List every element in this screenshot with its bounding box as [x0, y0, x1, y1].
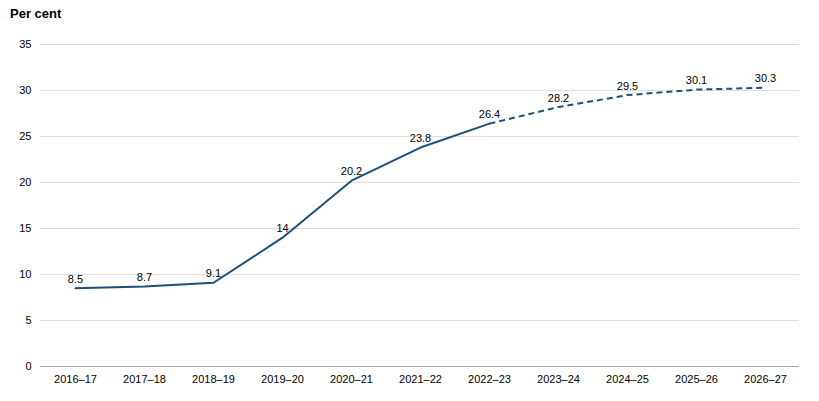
svg-text:2026–27: 2026–27: [744, 373, 787, 385]
svg-text:29.5: 29.5: [617, 80, 638, 92]
svg-text:20.2: 20.2: [341, 165, 362, 177]
svg-text:10: 10: [19, 268, 31, 280]
svg-text:5: 5: [25, 314, 31, 326]
svg-text:2020–21: 2020–21: [330, 373, 373, 385]
svg-text:28.2: 28.2: [548, 92, 569, 104]
svg-text:2016–17: 2016–17: [54, 373, 97, 385]
svg-text:2025–26: 2025–26: [675, 373, 718, 385]
svg-text:2021–22: 2021–22: [399, 373, 442, 385]
svg-text:8.7: 8.7: [137, 271, 152, 283]
svg-text:2018–19: 2018–19: [192, 373, 235, 385]
svg-text:20: 20: [19, 176, 31, 188]
svg-text:14: 14: [276, 222, 288, 234]
svg-text:30.1: 30.1: [686, 74, 707, 86]
svg-text:0: 0: [25, 360, 31, 372]
svg-text:2023–24: 2023–24: [537, 373, 580, 385]
svg-text:2024–25: 2024–25: [606, 373, 649, 385]
svg-text:25: 25: [19, 130, 31, 142]
svg-text:15: 15: [19, 222, 31, 234]
svg-text:2017–18: 2017–18: [123, 373, 166, 385]
svg-text:9.1: 9.1: [206, 267, 221, 279]
svg-text:30: 30: [19, 84, 31, 96]
svg-text:26.4: 26.4: [479, 108, 500, 120]
svg-text:23.8: 23.8: [410, 132, 431, 144]
svg-text:2022–23: 2022–23: [468, 373, 511, 385]
svg-text:30.3: 30.3: [755, 72, 776, 84]
html-text:Per cent: Per cent: [10, 6, 62, 21]
svg-text:8.5: 8.5: [68, 273, 83, 285]
svg-text:2019–20: 2019–20: [261, 373, 304, 385]
svg-text:35: 35: [19, 38, 31, 50]
